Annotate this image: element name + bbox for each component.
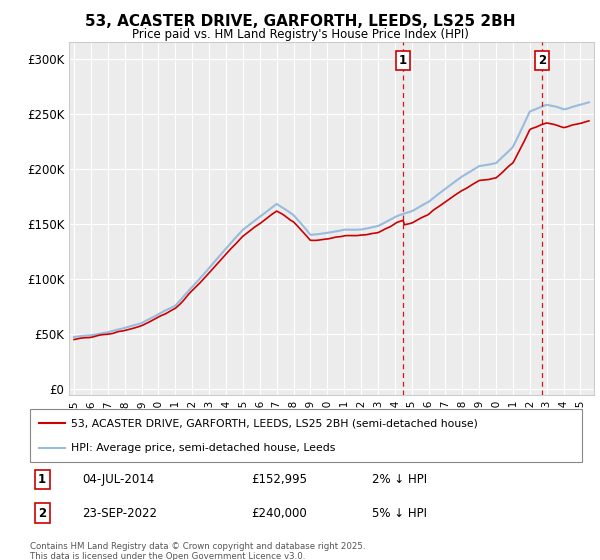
Text: £152,995: £152,995 [251,473,307,486]
Text: Price paid vs. HM Land Registry's House Price Index (HPI): Price paid vs. HM Land Registry's House … [131,28,469,41]
Text: 53, ACASTER DRIVE, GARFORTH, LEEDS, LS25 2BH (semi-detached house): 53, ACASTER DRIVE, GARFORTH, LEEDS, LS25… [71,418,478,428]
Text: 53, ACASTER DRIVE, GARFORTH, LEEDS, LS25 2BH: 53, ACASTER DRIVE, GARFORTH, LEEDS, LS25… [85,14,515,29]
Text: 2% ↓ HPI: 2% ↓ HPI [372,473,427,486]
Text: 04-JUL-2014: 04-JUL-2014 [82,473,155,486]
Text: 2: 2 [538,54,546,67]
Text: HPI: Average price, semi-detached house, Leeds: HPI: Average price, semi-detached house,… [71,442,336,452]
Text: 23-SEP-2022: 23-SEP-2022 [82,507,157,520]
Text: £240,000: £240,000 [251,507,307,520]
Text: Contains HM Land Registry data © Crown copyright and database right 2025.
This d: Contains HM Land Registry data © Crown c… [30,542,365,560]
Text: 1: 1 [399,54,407,67]
FancyBboxPatch shape [30,409,582,462]
Text: 5% ↓ HPI: 5% ↓ HPI [372,507,427,520]
Text: 1: 1 [38,473,46,486]
Text: 2: 2 [38,507,46,520]
